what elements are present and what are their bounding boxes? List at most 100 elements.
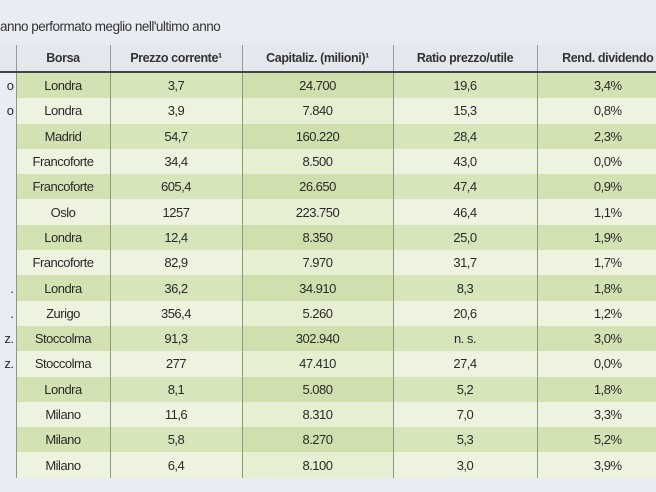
cell-dividend-yield: 3,4%: [536, 72, 656, 99]
cell-company: [0, 452, 16, 478]
cell-market-cap: 24.700: [241, 72, 393, 99]
cell-company: [0, 148, 16, 175]
column-header-dividend-yield: Rend. dividendo: [536, 45, 656, 73]
column-header-current-price: Prezzo corrente¹: [109, 45, 242, 73]
cell-pe-ratio: 43,0: [392, 148, 537, 175]
cell-market-cap: 5.260: [241, 300, 393, 326]
table-row: Milano 6,4 8.100 3,0 3,9%: [0, 452, 656, 478]
cell-pe-ratio: 15,3: [392, 98, 537, 124]
cell-dividend-yield: 0,0%: [536, 148, 656, 175]
cell-company: [0, 123, 16, 149]
cell-market-cap: 47.410: [241, 351, 393, 377]
cell-company: [0, 376, 16, 402]
table-row: Francoforte 605,4 26.650 47,4 0,9%: [0, 174, 656, 200]
table-row: o Londra 3,9 7.840 15,3 0,8%: [0, 98, 656, 124]
cell-company: .: [0, 275, 16, 301]
cell-exchange: Londra: [15, 98, 110, 124]
cell-company: o: [0, 98, 16, 124]
cell-company: z.: [0, 325, 16, 352]
cell-current-price: 34,4: [109, 148, 242, 175]
cell-exchange: Stoccolma: [15, 325, 110, 352]
cell-current-price: 12,4: [109, 224, 242, 251]
cell-current-price: 11,6: [109, 401, 242, 428]
cell-company: [0, 174, 16, 200]
table-row: . Londra 36,2 34.910 8,3 1,8%: [0, 275, 656, 301]
header-row: Borsa Prezzo corrente¹ Capitaliz. (milioni…: [0, 45, 656, 73]
cell-market-cap: 7.970: [241, 250, 393, 276]
cell-market-cap: 8.310: [241, 401, 393, 428]
cell-pe-ratio: 47,4: [392, 174, 537, 200]
cell-exchange: Londra: [15, 275, 110, 301]
cell-market-cap: 223.750: [241, 199, 393, 225]
table-row: z. Stoccolma 277 47.410 27,4 0,0%: [0, 351, 656, 377]
table-row: Francoforte 34,4 8.500 43,0 0,0%: [0, 148, 656, 175]
cell-dividend-yield: 0,8%: [536, 98, 656, 124]
cell-exchange: Londra: [15, 376, 110, 402]
table-row: Londra 12,4 8.350 25,0 1,9%: [0, 224, 656, 251]
cell-current-price: 54,7: [109, 123, 242, 149]
cell-exchange: Francoforte: [15, 250, 110, 276]
table-row: z. Stoccolma 91,3 302.940 n. s. 3,0%: [0, 325, 656, 352]
cell-dividend-yield: 1,8%: [536, 376, 656, 402]
cell-pe-ratio: 27,4: [392, 351, 537, 377]
cell-dividend-yield: 1,2%: [536, 300, 656, 326]
cell-pe-ratio: 8,3: [392, 275, 537, 301]
cell-current-price: 605,4: [109, 174, 242, 200]
cell-dividend-yield: 0,9%: [536, 174, 656, 200]
cell-market-cap: 8.350: [241, 224, 393, 251]
cell-dividend-yield: 3,9%: [536, 452, 656, 478]
cell-pe-ratio: 20,6: [392, 300, 537, 326]
cell-current-price: 1257: [109, 199, 242, 225]
table-row: Francoforte 82,9 7.970 31,7 1,7%: [0, 250, 656, 276]
table-row: Londra 8,1 5.080 5,2 1,8%: [0, 376, 656, 402]
cell-current-price: 3,7: [109, 72, 242, 99]
cell-current-price: 36,2: [109, 275, 242, 301]
cell-current-price: 356,4: [109, 300, 242, 326]
cell-company: .: [0, 300, 16, 326]
cell-dividend-yield: 1,7%: [536, 250, 656, 276]
cell-company: o: [0, 72, 16, 99]
cell-exchange: Londra: [15, 224, 110, 251]
cell-exchange: Milano: [15, 452, 110, 478]
stocks-table: Borsa Prezzo corrente¹ Capitaliz. (milioni…: [0, 45, 656, 478]
cell-pe-ratio: n. s.: [392, 325, 537, 352]
cell-pe-ratio: 7,0: [392, 401, 537, 428]
cell-market-cap: 8.270: [241, 427, 393, 453]
cell-market-cap: 8.100: [241, 452, 393, 478]
column-header-market-cap: Capitaliz. (milioni)¹: [241, 45, 393, 73]
table-row: Oslo 1257 223.750 46,4 1,1%: [0, 199, 656, 225]
cell-dividend-yield: 3,3%: [536, 401, 656, 428]
cell-exchange: Oslo: [15, 199, 110, 225]
cell-current-price: 82,9: [109, 250, 242, 276]
cell-company: [0, 199, 16, 225]
cell-dividend-yield: 2,3%: [536, 123, 656, 149]
cell-dividend-yield: 1,1%: [536, 199, 656, 225]
table-row: . Zurigo 356,4 5.260 20,6 1,2%: [0, 300, 656, 326]
cell-company: [0, 224, 16, 251]
cell-market-cap: 8.500: [241, 148, 393, 175]
table-row: Milano 11,6 8.310 7,0 3,3%: [0, 401, 656, 428]
cell-company: [0, 427, 16, 453]
cell-dividend-yield: 3,0%: [536, 325, 656, 352]
cell-current-price: 3,9: [109, 98, 242, 124]
cell-current-price: 277: [109, 351, 242, 377]
cell-exchange: Milano: [15, 401, 110, 428]
cell-dividend-yield: 0,0%: [536, 351, 656, 377]
cell-current-price: 6,4: [109, 452, 242, 478]
cell-exchange: Londra: [15, 72, 110, 99]
table-title: anno performato meglio nell'ultimo anno: [0, 19, 221, 34]
cell-pe-ratio: 28,4: [392, 123, 537, 149]
table-row: Madrid 54,7 160.220 28,4 2,3%: [0, 123, 656, 149]
cell-pe-ratio: 5,3: [392, 427, 537, 453]
cell-market-cap: 34.910: [241, 275, 393, 301]
cell-exchange: Francoforte: [15, 174, 110, 200]
cell-market-cap: 302.940: [241, 325, 393, 352]
cell-current-price: 5,8: [109, 427, 242, 453]
cell-exchange: Milano: [15, 427, 110, 453]
cell-dividend-yield: 1,9%: [536, 224, 656, 251]
cell-company: [0, 250, 16, 276]
cell-market-cap: 7.840: [241, 98, 393, 124]
cell-pe-ratio: 19,6: [392, 72, 537, 99]
cell-dividend-yield: 1,8%: [536, 275, 656, 301]
cell-exchange: Francoforte: [15, 148, 110, 175]
